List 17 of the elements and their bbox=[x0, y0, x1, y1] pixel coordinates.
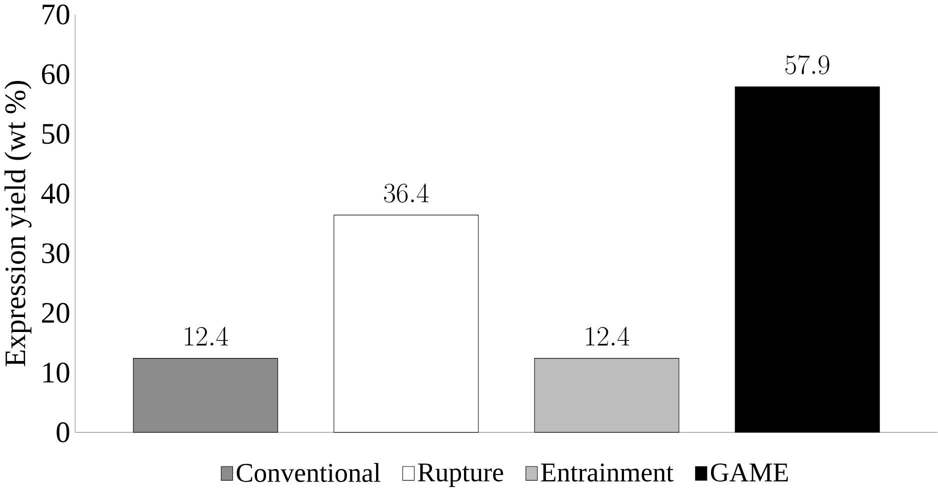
data-label: 12.4 bbox=[184, 326, 228, 346]
y-tick-label: 30 bbox=[42, 243, 70, 264]
legend-label: GAME bbox=[710, 463, 788, 482]
data-label: 57.9 bbox=[785, 54, 830, 74]
y-tick-label: 10 bbox=[43, 362, 70, 383]
y-tick-label: 20 bbox=[42, 302, 70, 323]
legend-label: Entrainment bbox=[541, 463, 674, 482]
y-tick-label: 60 bbox=[42, 64, 70, 84]
legend-label: Conventional bbox=[236, 462, 380, 482]
y-tick-label: 70 bbox=[42, 4, 70, 24]
data-label: 36.4 bbox=[384, 183, 429, 203]
y-tick-label: 0 bbox=[56, 422, 70, 442]
legend-label: Rupture bbox=[418, 463, 504, 487]
data-label: 12.4 bbox=[586, 326, 630, 346]
y-tick-label: 50 bbox=[42, 124, 70, 144]
y-tick-label: 40 bbox=[41, 183, 70, 204]
y-axis-title: Expression yield (wt %) bbox=[4, 80, 32, 366]
